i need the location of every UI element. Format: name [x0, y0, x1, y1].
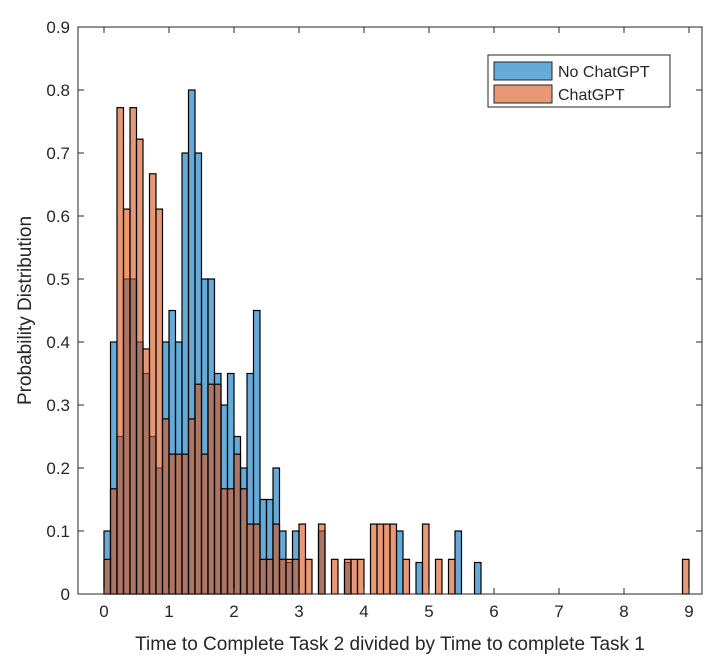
bar [473, 561, 482, 595]
bar [220, 488, 229, 595]
legend-swatch-chatgpt [493, 84, 553, 104]
bar [389, 523, 398, 595]
bar [233, 453, 242, 595]
bar [194, 383, 203, 595]
bar [116, 107, 125, 595]
x-tick-label: 9 [684, 602, 693, 621]
x-tick-label: 6 [489, 602, 498, 621]
bar [304, 558, 313, 595]
bar [246, 523, 255, 595]
bar [350, 558, 359, 595]
bar [135, 138, 144, 595]
y-tick-label: 0.2 [46, 459, 70, 478]
x-tick-label: 3 [294, 602, 303, 621]
axes-layer [77, 26, 703, 595]
x-tick-label: 1 [164, 602, 173, 621]
bar [265, 558, 274, 595]
y-tick-label: 0 [61, 585, 70, 604]
bar [103, 558, 112, 595]
y-tick-label: 0.4 [46, 333, 70, 352]
bar [272, 523, 281, 595]
y-tick-label: 0.5 [46, 270, 70, 289]
ticks-layer: 0 1 2 3 4 5 6 7 8 9 0 0.1 0.2 0.3 0.4 0.5 0.6 0.7 0.8 0.9 [46, 18, 702, 621]
y-tick-label: 0.1 [46, 522, 70, 541]
bar [181, 453, 190, 595]
legend: No ChatGPT ChatGPT [487, 54, 671, 108]
bar [239, 488, 248, 595]
x-axis-label: Time to Complete Task 2 divided by Time … [135, 634, 645, 655]
bar [226, 488, 235, 595]
bar [291, 558, 300, 595]
x-tick-label: 2 [229, 602, 238, 621]
y-tick-label: 0.9 [46, 18, 70, 37]
bar [343, 558, 352, 595]
bar [421, 523, 430, 595]
y-tick-label: 0.7 [46, 144, 70, 163]
bar [447, 558, 456, 595]
y-tick-label: 0.3 [46, 396, 70, 415]
bar [207, 383, 216, 595]
y-tick-label: 0.6 [46, 207, 70, 226]
bar [129, 107, 138, 595]
x-tick-label: 4 [359, 602, 368, 621]
bar [187, 418, 196, 595]
bar [122, 208, 131, 595]
bar [402, 558, 411, 595]
bar [252, 523, 261, 595]
bar [454, 530, 463, 595]
bar [213, 383, 222, 595]
y-tick-label: 0.8 [46, 81, 70, 100]
bar [155, 208, 164, 595]
legend-label-chatgpt: ChatGPT [558, 87, 625, 104]
bar [200, 453, 209, 595]
x-tick-label: 7 [554, 602, 563, 621]
bar [298, 523, 307, 595]
bar [415, 561, 424, 595]
x-tick-label: 5 [424, 602, 433, 621]
x-tick-label: 0 [99, 602, 108, 621]
series-chatgpt [103, 107, 690, 595]
bar [142, 348, 151, 595]
bar [434, 558, 443, 595]
bar [285, 558, 294, 595]
bar [278, 558, 287, 595]
bar [148, 173, 157, 595]
x-tick-label: 8 [619, 602, 628, 621]
bar [259, 558, 268, 595]
legend-swatch-no-chatgpt [493, 61, 553, 81]
bar [174, 453, 183, 595]
y-axis-label: Probability Distribution [15, 216, 36, 405]
bar [161, 418, 170, 595]
bar [369, 523, 378, 595]
axes-box [77, 26, 703, 595]
legend-label-no-chatgpt: No ChatGPT [558, 64, 650, 81]
bar [356, 558, 365, 595]
bar [330, 558, 339, 595]
bar [376, 523, 385, 595]
bar [395, 530, 404, 595]
bar [681, 558, 690, 595]
bar [382, 523, 391, 595]
bar [317, 523, 326, 595]
bar [109, 488, 118, 595]
bar [168, 453, 177, 595]
